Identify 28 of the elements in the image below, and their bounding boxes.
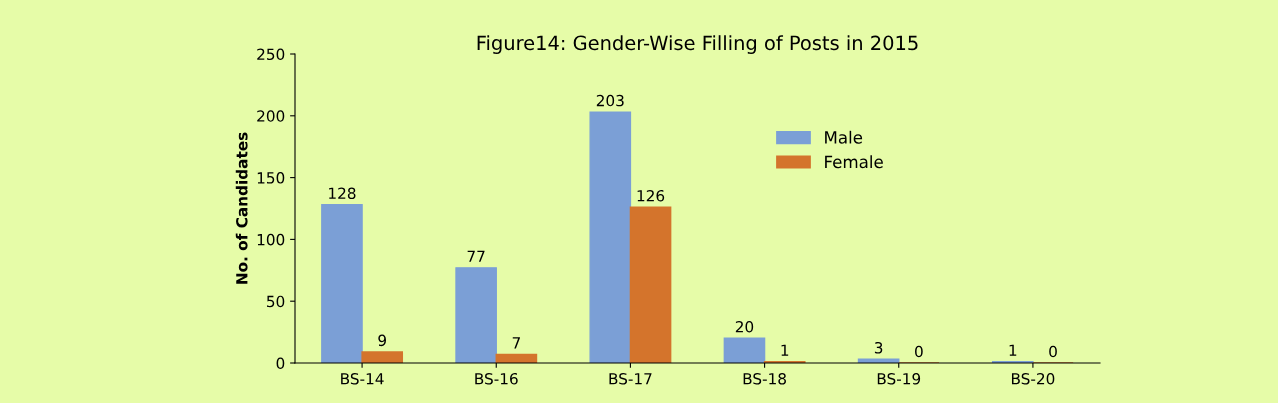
data-label: 0 — [915, 345, 923, 358]
chart-title: Figure14: Gender-Wise Filling of Posts in 2015 — [477, 35, 918, 54]
y-tick-label: 250 — [257, 48, 285, 61]
data-label: 1 — [781, 344, 789, 356]
y-tick-label: 200 — [257, 110, 285, 122]
x-tick-label: BS-14 — [341, 372, 384, 385]
x-tick-label: BS-19 — [877, 372, 921, 385]
data-label: 9 — [378, 334, 386, 347]
y-tick-label: 100 — [257, 233, 285, 246]
y-tick-label: 150 — [257, 172, 285, 184]
legend-label: Male — [825, 130, 863, 144]
data-label: 203 — [596, 94, 624, 107]
y-tick-label: 0 — [276, 357, 285, 370]
data-label: 7 — [512, 337, 520, 349]
data-label: 0 — [1049, 345, 1057, 358]
data-label: 128 — [329, 187, 356, 200]
data-label: 3 — [874, 342, 883, 354]
data-label: 126 — [637, 189, 665, 202]
x-tick-label: BS-17 — [609, 372, 652, 385]
x-tick-label: BS-20 — [1011, 372, 1055, 385]
y-axis-title: No. of Candidates — [235, 132, 248, 284]
legend-label: Female — [825, 155, 883, 169]
x-tick-label: BS-16 — [475, 372, 518, 385]
x-tick-label: BS-18 — [743, 372, 786, 385]
data-label: 77 — [467, 250, 485, 262]
y-tick-label: 50 — [267, 295, 285, 308]
data-label: 20 — [735, 320, 754, 333]
data-label: 1 — [1009, 344, 1017, 356]
